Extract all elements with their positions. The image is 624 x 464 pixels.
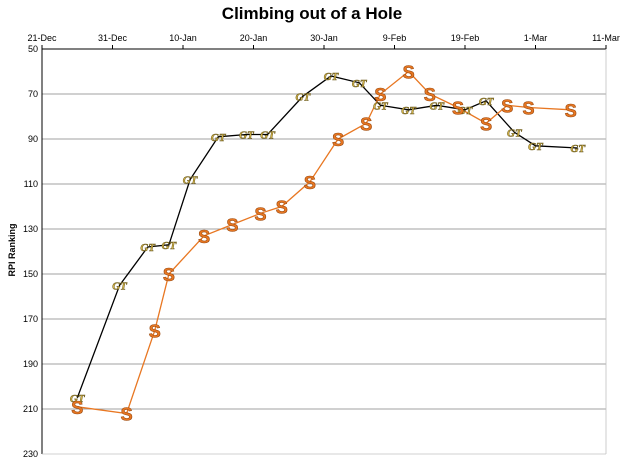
s-logo-marker: S (163, 265, 175, 285)
y-tick-label: 170 (23, 314, 38, 324)
gt-logo-marker: GT (211, 132, 227, 144)
s-logo-marker: S (71, 398, 83, 418)
s-logo-marker: S (255, 204, 267, 224)
gt-logo-marker: GT (70, 393, 86, 405)
gt-logo-marker: GT (373, 100, 389, 112)
gridlines (42, 93, 606, 410)
gt-logo-marker: GT (528, 141, 544, 153)
gt-logo-marker: GT (183, 175, 199, 187)
gt-logo-marker: GT (507, 127, 523, 139)
y-tick-label: 210 (23, 404, 38, 414)
x-tick-labels: 21-Dec 31-Dec 10-Jan 20-Jan 30-Jan 9-Feb 19-Fe… (27, 33, 619, 43)
s-logo-marker: S (149, 321, 161, 341)
s-logo-marker: S (374, 85, 386, 105)
x-tick-label: 21-Dec (27, 33, 57, 43)
gt-logo-marker: GT (239, 130, 255, 142)
s-logo-marker: S (480, 114, 492, 134)
chart-title: Climbing out of a Hole (221, 4, 403, 23)
x-tick-label: 1-Mar (524, 33, 548, 43)
s-logo-marker: S (565, 101, 577, 121)
y-tick-label: 110 (24, 179, 38, 189)
s-logo-marker: S (304, 173, 316, 193)
y-tick-label: 150 (23, 269, 38, 279)
x-tick-label: 31-Dec (98, 33, 128, 43)
gt-logo-marker: GT (296, 91, 312, 103)
s-logo-marker: S (198, 227, 210, 247)
s-logo-marker: S (522, 99, 534, 119)
gt-logo-marker: GT (458, 105, 474, 117)
y-tick-label: 90 (28, 134, 38, 144)
gt-logo-marker: GT (162, 240, 178, 252)
s-logo-marker: S (276, 198, 288, 218)
series-line-s (77, 70, 571, 415)
axes (41, 45, 607, 455)
s-logo-marker: S (332, 130, 344, 150)
x-tick-label: 11-Mar (592, 33, 620, 43)
s-logo-marker: S (501, 96, 513, 116)
y-tick-label: 50 (28, 44, 38, 54)
y-tick-label: 130 (23, 224, 38, 234)
s-logo-marker: S (360, 114, 372, 134)
gt-logo-marker: GT (352, 78, 368, 90)
s-logo-marker: S (226, 216, 238, 236)
s-logo-marker: S (452, 99, 464, 119)
x-tick-label: 20-Jan (240, 33, 268, 43)
x-tick-label: 19-Feb (451, 33, 480, 43)
gt-logo-marker: GT (140, 242, 156, 254)
gt-logo-marker: GT (401, 105, 417, 117)
series-line-gt (76, 75, 578, 399)
gt-logo-marker: GT (260, 130, 276, 142)
gt-logo-marker: GT (570, 143, 586, 155)
x-tick-label: 10-Jan (169, 33, 197, 43)
series-lines (76, 70, 578, 415)
y-tick-label: 70 (28, 89, 38, 99)
y-tick-label: 190 (23, 359, 38, 369)
s-logo-marker: S (121, 405, 133, 425)
gt-logo-marker: GT (112, 280, 128, 292)
s-logo-marker: S (403, 63, 415, 83)
s-logo-marker: S (424, 85, 436, 105)
gt-logo-marker: GT (429, 100, 445, 112)
y-tick-label: 230 (23, 449, 38, 459)
gt-logo-marker: GT (479, 96, 495, 108)
y-tick-labels: 50 70 90 110 130 150 170 190 210 230 (23, 44, 38, 459)
gt-logo-marker: GT (324, 71, 340, 83)
x-tick-label: 30-Jan (310, 33, 338, 43)
x-tick-label: 9-Feb (383, 33, 407, 43)
